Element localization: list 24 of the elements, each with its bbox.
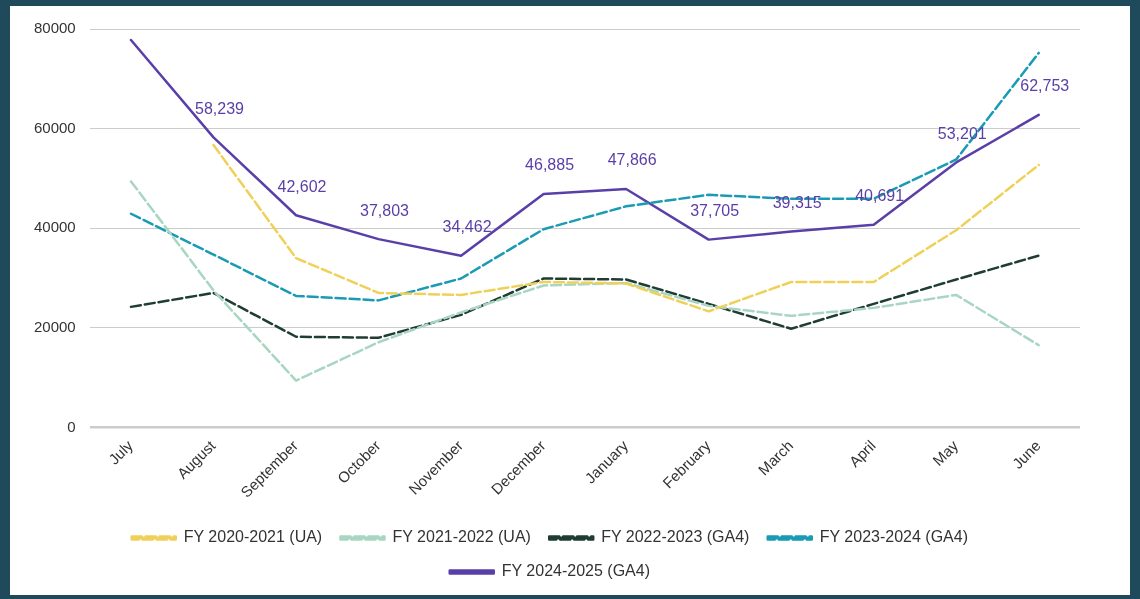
data-label: 37,803 bbox=[360, 201, 410, 219]
y-tick-label: 0 bbox=[67, 417, 76, 435]
legend-label: FY 2020-2021 (UA) bbox=[183, 528, 323, 546]
x-tick-label: July bbox=[105, 436, 137, 468]
legend-label: FY 2024-2025 (GA4) bbox=[501, 562, 650, 580]
x-tick-label: May bbox=[929, 436, 962, 469]
data-label: 53,201 bbox=[937, 124, 987, 142]
legend-label: FY 2023-2024 (GA4) bbox=[819, 528, 968, 546]
data-label: 47,866 bbox=[607, 151, 657, 169]
y-tick-label: 80000 bbox=[33, 19, 76, 37]
y-tick-label: 20000 bbox=[33, 317, 76, 335]
data-label: 58,239 bbox=[195, 99, 245, 117]
legend-label: FY 2022-2023 (GA4) bbox=[601, 528, 750, 546]
line-series bbox=[129, 180, 1040, 382]
line-series bbox=[212, 143, 1040, 313]
data-label: 62,753 bbox=[1020, 77, 1070, 95]
data-label: 37,705 bbox=[690, 202, 740, 220]
y-tick-label: 40000 bbox=[33, 218, 76, 236]
line-series bbox=[129, 254, 1040, 339]
data-label: 42,602 bbox=[277, 177, 327, 195]
data-label: 46,885 bbox=[525, 156, 575, 174]
y-tick-label: 60000 bbox=[33, 118, 76, 136]
data-label: 34,462 bbox=[442, 218, 492, 236]
legend-label: FY 2021-2022 (UA) bbox=[392, 528, 531, 546]
